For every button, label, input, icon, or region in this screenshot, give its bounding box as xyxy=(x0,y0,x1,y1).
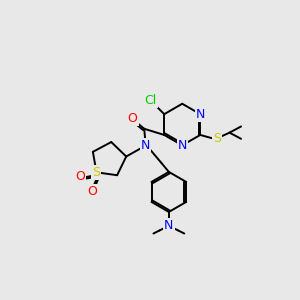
Text: N: N xyxy=(141,139,150,152)
Text: Cl: Cl xyxy=(144,94,157,107)
Text: S: S xyxy=(92,166,101,179)
Text: N: N xyxy=(196,108,205,121)
Text: O: O xyxy=(88,185,98,198)
Text: O: O xyxy=(75,170,85,183)
Text: N: N xyxy=(164,219,173,232)
Text: N: N xyxy=(178,139,187,152)
Text: S: S xyxy=(213,131,221,145)
Text: O: O xyxy=(128,112,138,125)
